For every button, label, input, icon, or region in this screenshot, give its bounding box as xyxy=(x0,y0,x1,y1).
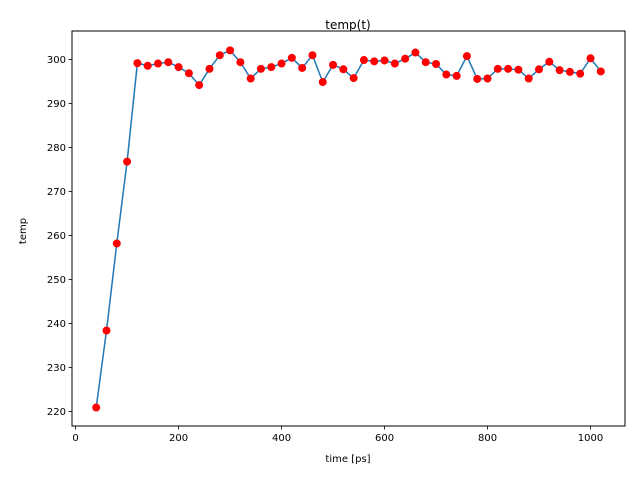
y-tick-label: 220 xyxy=(47,407,66,418)
data-point xyxy=(555,66,564,75)
data-point xyxy=(452,71,461,80)
data-point xyxy=(102,326,111,335)
data-point xyxy=(205,64,214,73)
data-point xyxy=(421,58,430,67)
data-point xyxy=(401,54,410,63)
x-axis-label: time [ps] xyxy=(325,454,370,465)
data-point xyxy=(483,74,492,83)
y-axis-label: temp xyxy=(18,218,29,244)
data-point xyxy=(504,64,513,73)
data-point xyxy=(174,63,183,72)
plot-frame xyxy=(71,30,626,427)
data-point xyxy=(318,78,327,87)
x-tick-label: 200 xyxy=(169,433,188,444)
data-point xyxy=(298,63,307,72)
y-tick-label: 250 xyxy=(47,275,66,286)
data-point xyxy=(535,65,544,74)
data-point xyxy=(370,57,379,66)
data-point xyxy=(576,69,585,78)
data-point xyxy=(215,51,224,60)
axes: 0 200 400 600 800 1000 220 230 240 250 260 270 280 29… xyxy=(47,30,626,444)
data-point xyxy=(143,61,152,70)
data-point xyxy=(514,65,523,74)
data-point xyxy=(287,53,296,62)
data-point xyxy=(473,74,482,83)
y-tick-label: 240 xyxy=(47,319,66,330)
data-point xyxy=(586,54,595,63)
y-tick-label: 230 xyxy=(47,363,66,374)
plot-area xyxy=(92,46,605,412)
data-point xyxy=(236,58,245,67)
x-tick-label: 1000 xyxy=(578,433,603,444)
x-tick-label: 600 xyxy=(375,433,394,444)
data-point xyxy=(277,59,286,68)
data-point xyxy=(153,59,162,68)
y-tick-label: 290 xyxy=(47,99,66,110)
data-point xyxy=(195,81,204,90)
data-point xyxy=(359,56,368,65)
x-tick-label: 800 xyxy=(478,433,497,444)
data-point xyxy=(164,58,173,67)
data-point xyxy=(123,157,132,166)
data-point xyxy=(524,74,533,83)
data-point xyxy=(246,74,255,83)
x-tick-label: 400 xyxy=(272,433,291,444)
data-point xyxy=(184,69,193,78)
y-tick-label: 300 xyxy=(47,55,66,66)
data-point xyxy=(226,46,235,55)
data-point xyxy=(493,64,502,73)
data-point xyxy=(256,64,265,73)
data-point xyxy=(112,239,121,248)
data-point xyxy=(349,74,358,83)
chart-title: temp(t) xyxy=(325,18,370,32)
data-point xyxy=(390,59,399,68)
data-point xyxy=(411,48,420,57)
data-point xyxy=(545,57,554,66)
y-tick-label: 280 xyxy=(47,143,66,154)
data-point xyxy=(92,403,101,412)
data-point xyxy=(308,51,317,60)
data-point xyxy=(329,60,338,69)
data-point xyxy=(133,59,142,68)
data-point xyxy=(462,52,471,61)
data-point xyxy=(339,65,348,74)
data-point xyxy=(565,67,574,76)
data-point xyxy=(380,56,389,65)
data-point xyxy=(442,70,451,79)
data-point xyxy=(432,59,441,68)
y-tick-label: 270 xyxy=(47,187,66,198)
x-tick-label: 0 xyxy=(72,433,78,444)
y-tick-label: 260 xyxy=(47,231,66,242)
data-point xyxy=(596,67,605,76)
data-point xyxy=(267,63,276,72)
